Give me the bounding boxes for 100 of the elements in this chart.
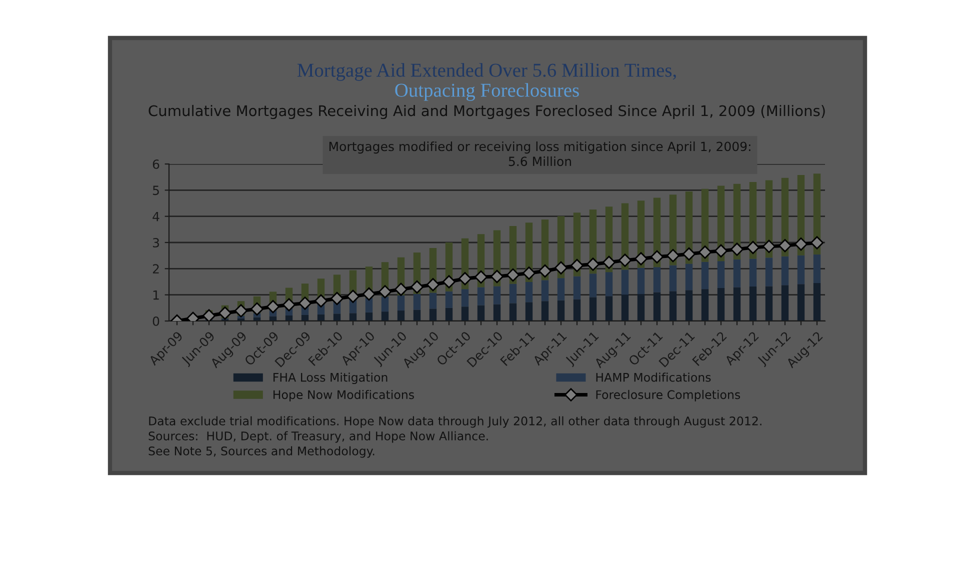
bar (429, 308, 437, 321)
point (602, 256, 616, 269)
bar (397, 295, 405, 311)
bar (381, 312, 389, 321)
bar (557, 300, 565, 321)
point (778, 239, 792, 252)
bar (573, 276, 581, 300)
bar (653, 267, 661, 292)
point (298, 296, 312, 310)
point (506, 268, 520, 282)
point (666, 248, 680, 262)
bar (653, 292, 661, 321)
bar (605, 272, 613, 296)
point (634, 252, 648, 266)
point (218, 306, 232, 320)
bar (541, 280, 549, 302)
text: See Note 5, Sources and Methodology. (148, 446, 374, 458)
legend-label: Foreclosure Completions (596, 390, 740, 402)
chart-title: Mortgage Aid Extended Over 5.6 Million Times, Outpacing Foreclosures (297, 63, 676, 101)
y-tick-label: 1 (153, 290, 159, 300)
point (586, 258, 600, 271)
point (458, 272, 472, 286)
point (762, 240, 776, 254)
point (618, 254, 632, 267)
bar (397, 310, 405, 321)
legend-label: HAMP Modifications (596, 372, 711, 382)
bar (781, 285, 789, 321)
bar (445, 291, 453, 308)
bar (701, 289, 709, 321)
bar (621, 270, 629, 295)
bar (669, 291, 677, 321)
y-tick-label: 2 (152, 264, 159, 274)
point (570, 258, 584, 272)
bar (621, 294, 629, 321)
bar (733, 260, 741, 288)
bar (685, 264, 693, 290)
chart-subtitle: Cumulative Mortgages Receiving Aid and Mortgages Foreclosed Since April 1, 2009 (Millions) (148, 104, 825, 120)
bar (525, 302, 533, 321)
point (266, 300, 280, 314)
point (714, 244, 728, 258)
bar (429, 292, 437, 309)
point (282, 298, 296, 312)
bar (637, 268, 645, 294)
bar (525, 282, 533, 302)
bar (749, 286, 757, 321)
bar (541, 301, 549, 321)
bar (605, 296, 613, 321)
y-tick-label: 3 (152, 238, 159, 248)
bar (509, 284, 517, 304)
point (426, 278, 440, 292)
y-tick-label: 4 (152, 212, 160, 222)
bar (413, 294, 421, 310)
bar (797, 255, 805, 284)
bar (477, 287, 485, 306)
point (394, 282, 408, 296)
bar (509, 303, 517, 321)
bar (461, 306, 469, 321)
bar (365, 312, 373, 321)
point (250, 302, 264, 316)
bar (349, 313, 357, 321)
annotation: Mortgages modified or receiving loss mitigation since April 1, 2009: 5.6 Million (329, 141, 750, 166)
bar (781, 256, 789, 286)
bar (445, 308, 453, 321)
point (794, 237, 808, 251)
bar (813, 254, 821, 284)
point (682, 247, 696, 261)
bar (685, 290, 693, 321)
y-tick-label: 6 (152, 159, 160, 169)
bar (669, 265, 677, 292)
bar (733, 287, 741, 321)
point (442, 275, 456, 288)
point (202, 309, 216, 321)
bar (365, 298, 373, 312)
bar (589, 274, 597, 298)
point (538, 264, 552, 278)
text: Data exclude trial modifications. Hope Now data through July 2012, all other data through August 2012. (149, 416, 762, 428)
bar (637, 294, 645, 321)
legend-label: Hope Now Modifications (274, 390, 414, 402)
y-tick-label: 0 (152, 316, 160, 326)
bar (717, 261, 725, 288)
point (234, 304, 248, 318)
bar (765, 258, 773, 286)
bar (333, 314, 341, 321)
bar (717, 288, 725, 321)
point (410, 280, 424, 294)
point (554, 261, 568, 274)
bar (493, 286, 501, 304)
point (522, 266, 536, 280)
source-note: Sources: HUD, Dept. of Treasury, and Hope Now Alliance. (148, 431, 488, 443)
bar (813, 283, 821, 321)
bar (413, 310, 421, 321)
bar (381, 296, 389, 312)
point (474, 270, 488, 284)
bar (557, 278, 565, 300)
point (730, 242, 744, 256)
bar (573, 299, 581, 321)
bar (765, 286, 773, 321)
bar (589, 297, 597, 321)
bar (477, 305, 485, 321)
point (314, 294, 328, 308)
